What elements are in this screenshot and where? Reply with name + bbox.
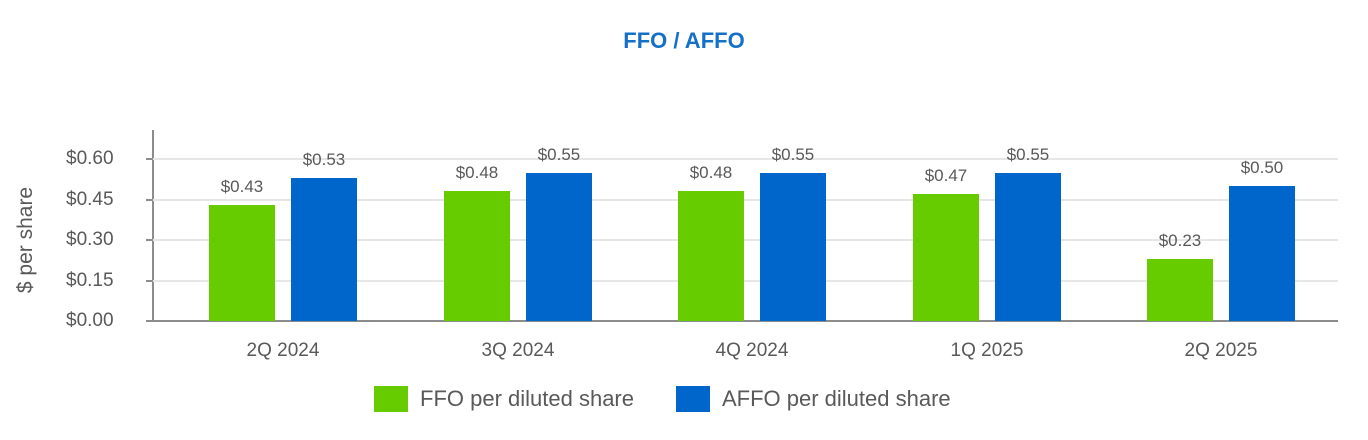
y-axis-line xyxy=(152,130,154,322)
gridline xyxy=(153,239,1338,241)
y-tick-mark xyxy=(146,320,153,322)
y-tick-label: $0.15 xyxy=(66,269,114,291)
data-label: $0.47 xyxy=(924,166,968,186)
x-axis-line xyxy=(146,320,1338,322)
x-category-label: 1Q 2025 xyxy=(950,340,1024,361)
y-tick-label: $0.30 xyxy=(66,229,114,250)
y-tick-label: $0.45 xyxy=(66,188,114,210)
affo-bar xyxy=(995,172,1061,321)
gridline xyxy=(153,198,1338,201)
ffo-bar xyxy=(444,191,510,321)
data-label: $0.43 xyxy=(220,176,264,196)
y-tick-mark xyxy=(146,239,153,241)
ffo-bar xyxy=(209,204,275,321)
y-tick-mark xyxy=(146,198,153,201)
ffo-bar xyxy=(1147,258,1213,321)
data-label: $0.53 xyxy=(302,149,346,169)
x-category-label: 2Q 2025 xyxy=(1184,340,1258,361)
legend: FFO per diluted share AFFO per diluted s… xyxy=(374,386,993,412)
data-label: $0.55 xyxy=(1006,144,1050,164)
gridline xyxy=(153,158,1338,160)
gridline xyxy=(153,279,1338,282)
ffo-bar xyxy=(678,191,744,321)
data-label: $0.55 xyxy=(537,144,581,164)
data-label: $0.50 xyxy=(1240,158,1284,177)
y-tick-label: $0.00 xyxy=(66,310,114,331)
legend-label: AFFO per diluted share xyxy=(721,386,951,411)
y-tick-label: $0.60 xyxy=(66,148,114,169)
data-label: $0.48 xyxy=(689,163,733,183)
legend-item-ffo: FFO per diluted share xyxy=(374,386,634,412)
ffo-bar xyxy=(913,194,979,321)
x-category-label: 2Q 2024 xyxy=(246,340,320,361)
legend-item-affo: AFFO per diluted share xyxy=(675,386,951,412)
y-axis-label: $ per share xyxy=(14,186,37,294)
x-category-label: 3Q 2024 xyxy=(481,340,555,361)
affo-bar xyxy=(291,177,357,321)
affo-bar xyxy=(760,172,826,321)
chart-title: FFO / AFFO xyxy=(623,28,745,53)
ffo-swatch-icon xyxy=(374,386,408,412)
affo-bar xyxy=(1229,186,1295,321)
y-tick-mark xyxy=(146,279,153,282)
data-label: $0.48 xyxy=(455,163,499,183)
y-tick-mark xyxy=(146,158,153,160)
data-label: $0.55 xyxy=(771,144,815,164)
x-category-label: 4Q 2024 xyxy=(715,340,789,361)
affo-swatch-icon xyxy=(675,386,710,412)
data-label: $0.23 xyxy=(1158,230,1202,250)
affo-bar xyxy=(526,172,592,321)
legend-label: FFO per diluted share xyxy=(420,386,634,411)
